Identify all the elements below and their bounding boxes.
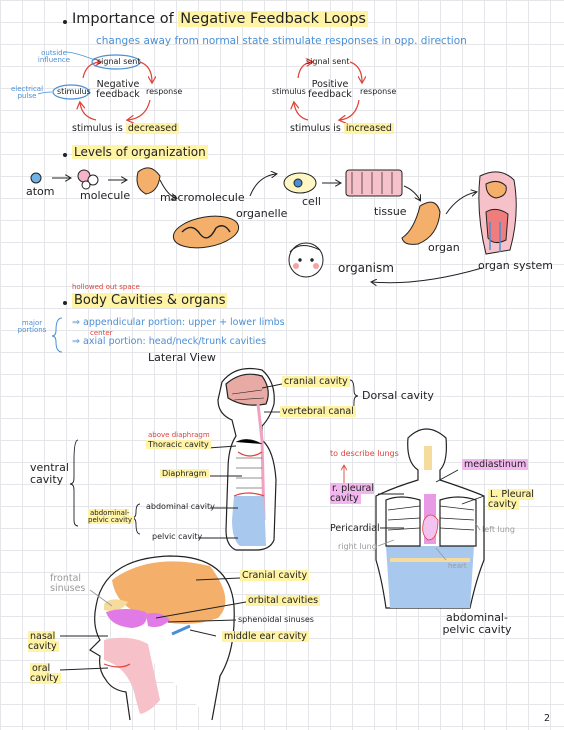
head-profile-drawing	[89, 555, 235, 721]
major-portions-brace	[51, 317, 63, 353]
nasal-cavity-label: nasal cavity	[28, 631, 62, 652]
major-portions-label: major portions	[17, 319, 47, 335]
electrical-pulse-label: electrical pulse	[10, 85, 44, 101]
frontal-sinuses-label: frontal sinuses	[50, 573, 86, 594]
to-describe-lungs-note: to describe lungs	[330, 449, 399, 458]
front-labels-lines	[344, 466, 485, 561]
negative-loop-diagram	[37, 51, 152, 120]
thoracic-cavity-text: Thoracic cavity	[146, 440, 211, 449]
level-organ-system: organ system	[478, 259, 554, 272]
pos-caption-prefix: stimulus is	[290, 123, 341, 134]
vertebral-canal-label: vertebral canal	[280, 406, 356, 417]
neg-response-label: response	[146, 87, 183, 96]
head-cranial-text: Cranial cavity	[240, 570, 310, 581]
pos-response-label: response	[360, 87, 397, 96]
abdominopelvic-label: abdominal-pelvic cavity	[88, 509, 134, 525]
portion-arrow: ⇒	[72, 336, 80, 347]
level-organelle: organelle	[236, 207, 288, 220]
pericardial-label: Pericardial	[330, 523, 380, 534]
nasal-cavity-text: nasal cavity	[28, 631, 59, 652]
heart-label: heart	[448, 562, 467, 570]
level-tissue: tissue	[374, 205, 407, 218]
pos-caption: stimulus is increased	[290, 123, 394, 134]
levels-title-text: Levels of organization	[72, 145, 208, 159]
front-torso-drawing	[375, 428, 485, 609]
neg-signal-sent-label: signal sent	[97, 57, 141, 66]
right-lung-label: right lung	[338, 542, 377, 551]
neg-caption: stimulus is decreased	[72, 123, 180, 134]
oral-cavity-label: oral cavity	[30, 663, 64, 684]
levels-drawings	[30, 167, 517, 283]
portion-arrow: ⇒	[72, 317, 80, 328]
above-diaphragm-note: above diaphragm	[148, 431, 210, 439]
mediastinum-text: mediastinum	[462, 459, 529, 470]
outside-influence-label: outside influence	[37, 49, 71, 65]
portion-appendicular: ⇒ appendicular portion: upper + lower li…	[72, 318, 285, 328]
level-molecule: molecule	[80, 189, 131, 202]
l-pleural-text: L. Pleural cavity	[488, 489, 534, 510]
hollowed-note: hollowed out space	[72, 283, 140, 291]
sphenoidal-label: sphenoidal sinuses	[238, 615, 314, 624]
diaphragm-text: Diaphragm	[160, 469, 209, 478]
center-note: center	[90, 329, 113, 337]
head-cranial-label: Cranial cavity	[240, 570, 310, 581]
r-pleural-label: r. pleural cavity	[330, 483, 378, 504]
feedback-title: Importance of Negative Feedback Loops	[72, 11, 368, 27]
page-number: 2	[544, 713, 551, 724]
cavities-title-text: Body Cavities & organs	[72, 293, 228, 308]
portion-axial: ⇒ axial portion: head/neck/trunk cavitie…	[72, 337, 266, 347]
thoracic-cavity-label: Thoracic cavity	[146, 440, 211, 449]
abdominal-cavity-label: abdominal cavity	[146, 502, 215, 511]
neg-center-label: Negative feedback	[96, 79, 140, 100]
left-lung-label: left lung	[482, 525, 515, 534]
pos-caption-highlight: increased	[343, 123, 394, 134]
front-abd-pelvic-label: abdominal-pelvic cavity	[442, 611, 512, 636]
orbital-text: orbital cavities	[246, 595, 321, 606]
pos-signal-sent-label: signal sent	[306, 57, 350, 66]
bullet	[63, 153, 67, 157]
mediastinum-label: mediastinum	[462, 459, 529, 470]
levels-title: Levels of organization	[72, 145, 208, 159]
level-atom: atom	[26, 185, 55, 198]
bullet	[63, 20, 67, 24]
level-cell: cell	[302, 195, 321, 208]
positive-loop-diagram	[294, 62, 362, 120]
level-organ: organ	[428, 241, 460, 254]
neg-caption-prefix: stimulus is	[72, 123, 123, 134]
feedback-subtitle: changes away from normal state stimulate…	[96, 35, 467, 47]
r-pleural-text: r. pleural cavity	[330, 483, 374, 504]
ventral-cavity-label: ventral cavity	[30, 461, 69, 486]
cranial-cavity-text: cranial cavity	[282, 376, 350, 387]
level-organism: organism	[338, 261, 394, 275]
middle-ear-text: middle ear cavity	[222, 631, 309, 642]
pos-stimulus-label: stimulus	[272, 87, 306, 96]
oral-cavity-text: oral cavity	[30, 663, 61, 684]
pos-center-label: Positive feedback	[308, 79, 352, 100]
feedback-title-prefix: Importance of	[72, 11, 174, 27]
level-macromolecule: macromolecule	[160, 191, 245, 204]
neg-caption-highlight: decreased	[125, 123, 180, 134]
l-pleural-label: L. Pleural cavity	[488, 489, 536, 510]
feedback-title-highlight: Negative Feedback Loops	[178, 11, 368, 27]
portion-text: axial portion: head/neck/trunk cavities	[83, 336, 267, 347]
dorsal-cavity-label: Dorsal cavity	[362, 389, 434, 402]
pelvic-cavity-label: pelvic cavity	[152, 532, 203, 541]
neg-stimulus-label: stimulus	[57, 87, 91, 96]
vertebral-canal-text: vertebral canal	[280, 406, 356, 417]
lateral-body-drawing	[217, 367, 277, 551]
head-labels-lines	[59, 577, 247, 671]
bullet	[63, 301, 67, 305]
orbital-label: orbital cavities	[246, 595, 321, 606]
abdominopelvic-text: abdominal-pelvic cavity	[88, 509, 134, 525]
middle-ear-label: middle ear cavity	[222, 631, 309, 642]
cranial-cavity-label: cranial cavity	[282, 376, 350, 387]
cavities-title: Body Cavities & organs	[72, 293, 228, 308]
portion-text: appendicular portion: upper + lower limb…	[83, 317, 285, 328]
diaphragm-label: Diaphragm	[160, 469, 209, 478]
lateral-view-label: Lateral View	[148, 351, 216, 364]
